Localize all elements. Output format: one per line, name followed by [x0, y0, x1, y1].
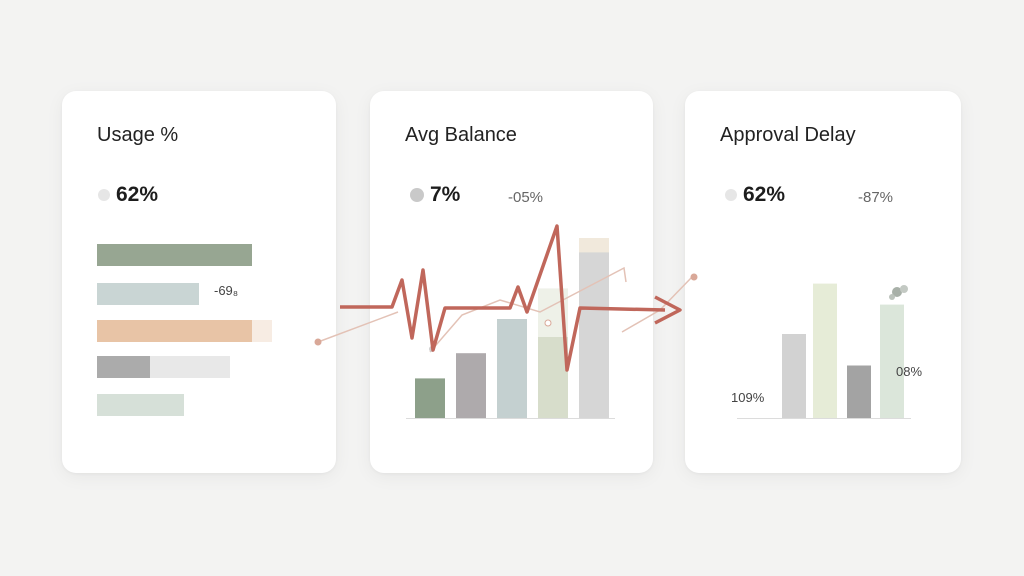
usage-card: Usage % 62% -69₈ [62, 91, 336, 473]
usage-title: Usage % [97, 124, 179, 146]
delay-card: Approval Delay 62% -87% 109% 08% [685, 91, 961, 473]
usage-bar [97, 394, 184, 416]
delay-kpi-dot-icon [725, 189, 737, 201]
delay-bar [847, 365, 871, 418]
balance-kpi-delta: -05% [508, 189, 544, 206]
balance-bar [579, 252, 609, 418]
balance-bar [497, 319, 527, 418]
delay-kpi: 62% [725, 183, 785, 207]
usage-kpi-value: 62% [116, 183, 159, 206]
usage-bar-track [97, 356, 230, 378]
usage-bar [97, 244, 252, 266]
balance-bar-chart [406, 238, 615, 419]
delay-bar-chart [737, 283, 911, 419]
balance-card: Avg Balance 7% -05% [370, 91, 653, 473]
balance-kpi-dot-icon [410, 188, 424, 202]
delay-title: Approval Delay [720, 124, 856, 146]
balance-kpi-value: 7% [430, 183, 461, 206]
delay-label-right: 08% [896, 364, 923, 379]
usage-bar-track [97, 394, 230, 416]
balance-bar [538, 337, 568, 418]
delay-kpi-delta: -87% [858, 189, 894, 206]
delay-bar [813, 283, 837, 418]
delay-bar [782, 334, 806, 418]
balance-bar [456, 353, 486, 418]
balance-kpi: 7% [410, 183, 460, 207]
usage-kpi-dot-icon [98, 189, 110, 201]
balance-bar [415, 378, 445, 418]
usage-bar [97, 320, 252, 342]
delay-bar [880, 304, 904, 418]
usage-bar [97, 283, 199, 305]
usage-bar [97, 356, 150, 378]
usage-bar-track [97, 283, 199, 305]
balance-title: Avg Balance [405, 124, 517, 146]
usage-bar-label: -69₈ [214, 283, 239, 298]
usage-bar-track [97, 244, 252, 266]
usage-bar-track [97, 320, 272, 342]
delay-label-left: 109% [731, 390, 765, 405]
usage-kpi: 62% [98, 183, 158, 207]
arrow-head-icon [654, 295, 682, 325]
delay-kpi-value: 62% [743, 183, 786, 206]
